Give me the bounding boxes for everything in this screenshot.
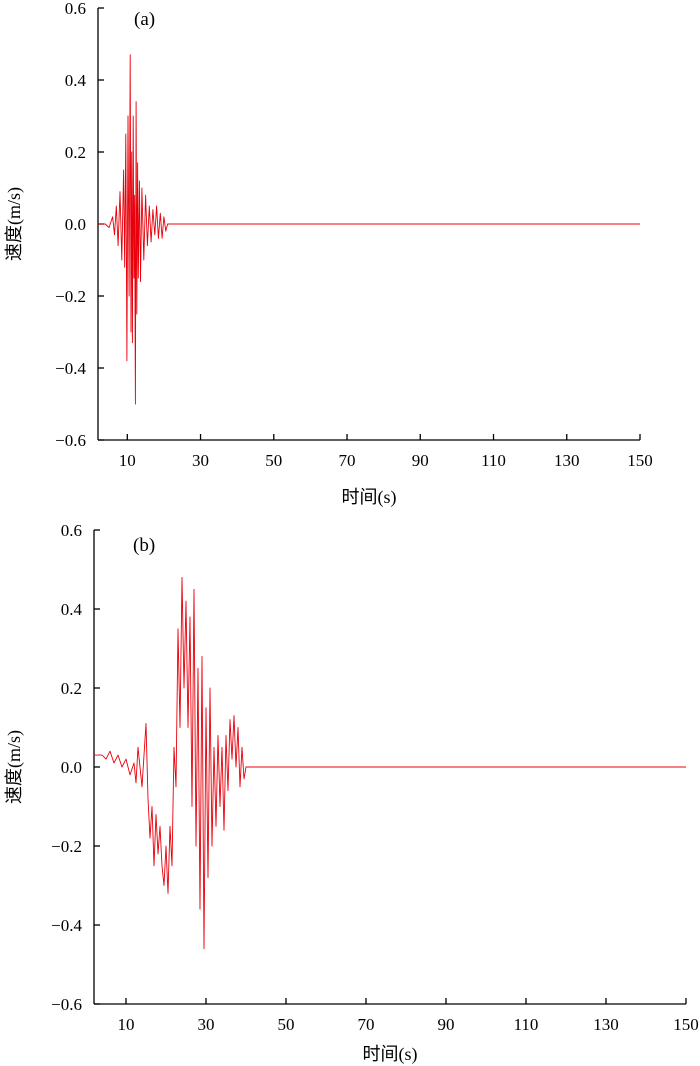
- y-tick-label: 0.2: [61, 679, 82, 698]
- y-tick-label: −0.2: [51, 837, 82, 856]
- x-ticks: 10 30 50 70 90 110 130 150: [119, 434, 653, 470]
- plot-area: [98, 54, 640, 405]
- x-tick-label: 130: [593, 1015, 619, 1034]
- chart-panel-b: (b) 时间(s) 速度(m/s) 10 30 50 70 90 110 130 150 0.…: [4, 521, 699, 1065]
- x-tick-label: 130: [554, 451, 580, 470]
- y-tick-label: −0.6: [51, 995, 82, 1014]
- x-tick-label: 50: [265, 451, 282, 470]
- plot-area: [94, 576, 686, 950]
- x-tick-label: 10: [118, 1015, 135, 1034]
- velocity-series-line: [98, 54, 640, 405]
- x-tick-label: 110: [514, 1015, 539, 1034]
- y-tick-label: 0.2: [65, 143, 86, 162]
- y-tick-label: 0.6: [61, 521, 82, 540]
- x-axis-title: 时间(s): [342, 487, 397, 508]
- y-tick-label: 0.0: [61, 758, 82, 777]
- y-tick-label: −0.4: [55, 359, 86, 378]
- x-tick-label: 50: [278, 1015, 295, 1034]
- y-tick-label: −0.6: [55, 431, 86, 450]
- y-axis-title: 速度(m/s): [4, 730, 25, 804]
- y-tick-label: 0.6: [65, 0, 86, 18]
- x-ticks: 10 30 50 70 90 110 130 150: [118, 998, 699, 1034]
- x-tick-label: 30: [198, 1015, 215, 1034]
- chart-panel-a: (a) 时间(s) 速度(m/s) 10 30 50 70 90 110 130 150 0.…: [4, 0, 653, 508]
- y-tick-label: 0.0: [65, 215, 86, 234]
- x-tick-label: 70: [339, 451, 356, 470]
- x-tick-label: 150: [673, 1015, 699, 1034]
- y-axis-title: 速度(m/s): [4, 187, 25, 261]
- x-axis-title: 时间(s): [363, 1044, 418, 1065]
- x-tick-label: 70: [358, 1015, 375, 1034]
- y-tick-label: −0.2: [55, 287, 86, 306]
- y-ticks: 0.6 0.4 0.2 0.0 −0.2 −0.4 −0.6: [55, 0, 104, 450]
- x-tick-label: 10: [119, 451, 136, 470]
- y-ticks: 0.6 0.4 0.2 0.0 −0.2 −0.4 −0.6: [51, 521, 100, 1014]
- y-tick-label: 0.4: [61, 600, 83, 619]
- y-tick-label: 0.4: [65, 71, 87, 90]
- x-tick-label: 90: [438, 1015, 455, 1034]
- x-tick-label: 110: [481, 451, 506, 470]
- y-tick-label: −0.4: [51, 916, 82, 935]
- x-tick-label: 30: [192, 451, 209, 470]
- panel-label: (a): [134, 9, 155, 30]
- x-tick-label: 150: [627, 451, 653, 470]
- velocity-series-line: [94, 576, 686, 950]
- x-tick-label: 90: [412, 451, 429, 470]
- panel-label: (b): [133, 535, 155, 556]
